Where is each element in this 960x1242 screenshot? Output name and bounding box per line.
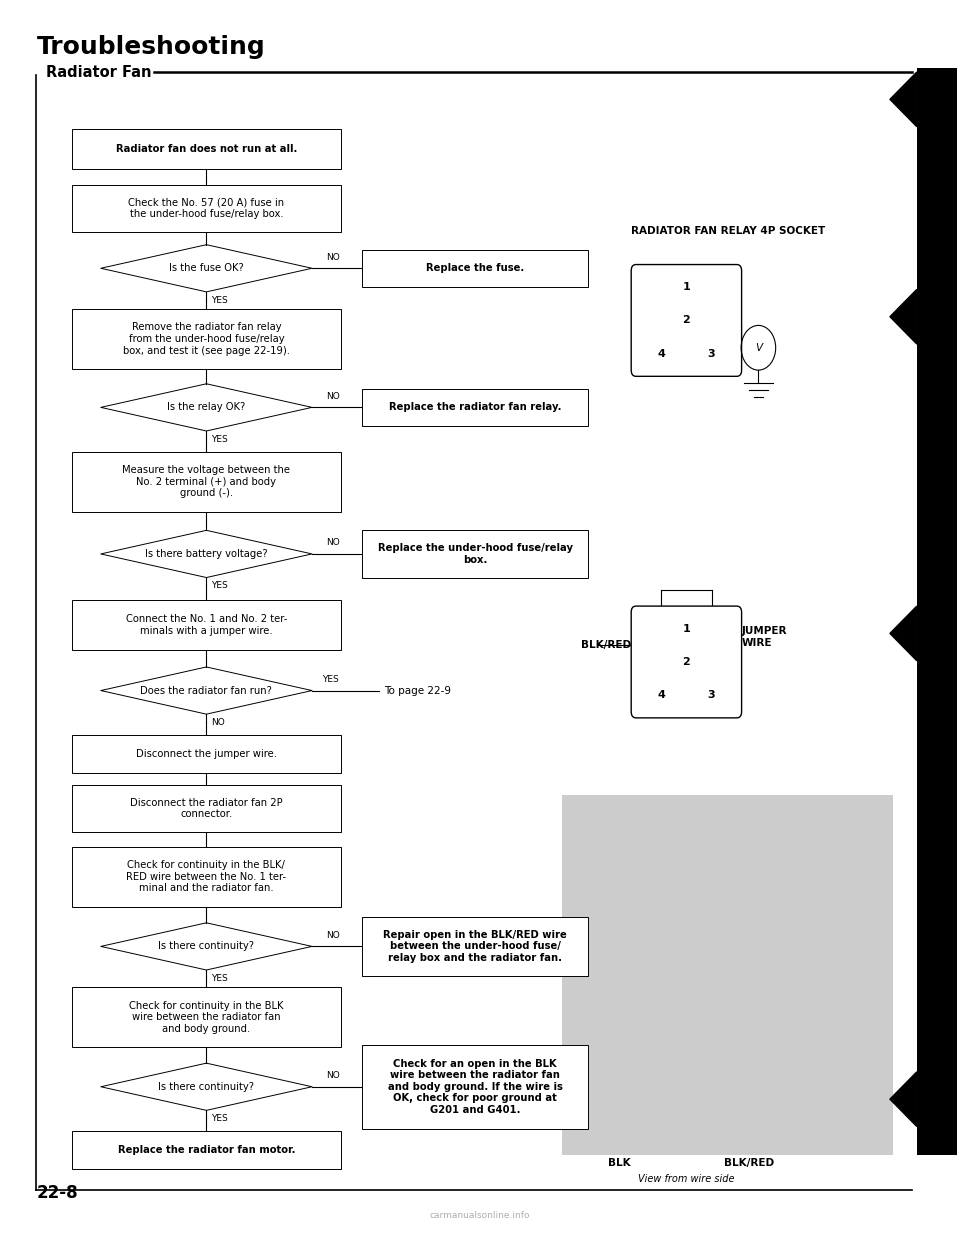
- FancyBboxPatch shape: [72, 129, 341, 169]
- Text: Is there continuity?: Is there continuity?: [158, 1082, 254, 1092]
- Text: To page 22-9: To page 22-9: [384, 686, 451, 696]
- FancyBboxPatch shape: [72, 600, 341, 650]
- Polygon shape: [890, 1072, 917, 1126]
- Text: Does the radiator fan run?: Does the radiator fan run?: [140, 686, 273, 696]
- Text: Is there continuity?: Is there continuity?: [158, 941, 254, 951]
- FancyBboxPatch shape: [72, 185, 341, 232]
- Text: Remove the radiator fan relay
from the under-hood fuse/relay
box, and test it (s: Remove the radiator fan relay from the u…: [123, 323, 290, 355]
- Text: 2: 2: [683, 657, 690, 667]
- FancyBboxPatch shape: [72, 309, 341, 369]
- Text: V: V: [755, 343, 762, 353]
- FancyBboxPatch shape: [632, 265, 741, 376]
- Text: Disconnect the jumper wire.: Disconnect the jumper wire.: [136, 749, 276, 759]
- Text: carmanualsonline.info: carmanualsonline.info: [430, 1211, 530, 1220]
- FancyBboxPatch shape: [362, 917, 588, 976]
- Text: YES: YES: [211, 435, 228, 443]
- Text: Replace the under-hood fuse/relay
box.: Replace the under-hood fuse/relay box.: [377, 543, 573, 565]
- Text: Is there battery voltage?: Is there battery voltage?: [145, 549, 268, 559]
- FancyBboxPatch shape: [917, 68, 957, 1155]
- Text: NO: NO: [211, 718, 225, 727]
- Text: Replace the fuse.: Replace the fuse.: [426, 263, 524, 273]
- FancyBboxPatch shape: [72, 785, 341, 832]
- Polygon shape: [890, 289, 917, 344]
- FancyBboxPatch shape: [72, 847, 341, 907]
- Text: 4: 4: [658, 691, 665, 700]
- Text: Repair open in the BLK/RED wire
between the under-hood fuse/
relay box and the r: Repair open in the BLK/RED wire between …: [383, 930, 567, 963]
- Text: Radiator Fan: Radiator Fan: [46, 65, 152, 79]
- Text: BLK/RED: BLK/RED: [724, 1158, 774, 1167]
- Text: Replace the radiator fan relay.: Replace the radiator fan relay.: [389, 402, 562, 412]
- FancyBboxPatch shape: [562, 795, 893, 1155]
- Polygon shape: [890, 72, 917, 127]
- Text: 3: 3: [708, 691, 715, 700]
- Text: Is the relay OK?: Is the relay OK?: [167, 402, 246, 412]
- Text: 1: 1: [683, 623, 690, 633]
- FancyBboxPatch shape: [72, 735, 341, 773]
- FancyBboxPatch shape: [72, 1131, 341, 1169]
- Text: Check the No. 57 (20 A) fuse in
the under-hood fuse/relay box.: Check the No. 57 (20 A) fuse in the unde…: [129, 197, 284, 220]
- Text: Check for continuity in the BLK
wire between the radiator fan
and body ground.: Check for continuity in the BLK wire bet…: [130, 1001, 283, 1033]
- Text: Troubleshooting: Troubleshooting: [36, 35, 265, 58]
- Text: 22-8: 22-8: [36, 1185, 78, 1202]
- Text: Check for an open in the BLK
wire between the radiator fan
and body ground. If t: Check for an open in the BLK wire betwee…: [388, 1058, 563, 1115]
- Text: YES: YES: [211, 974, 228, 982]
- FancyBboxPatch shape: [72, 452, 341, 512]
- FancyBboxPatch shape: [632, 606, 741, 718]
- Text: Is the fuse OK?: Is the fuse OK?: [169, 263, 244, 273]
- FancyBboxPatch shape: [362, 250, 588, 287]
- Text: 4: 4: [658, 349, 665, 359]
- FancyBboxPatch shape: [362, 530, 588, 578]
- Text: NO: NO: [326, 252, 340, 262]
- Text: Connect the No. 1 and No. 2 ter-
minals with a jumper wire.: Connect the No. 1 and No. 2 ter- minals …: [126, 614, 287, 636]
- Text: NO: NO: [326, 930, 340, 940]
- Text: YES: YES: [322, 674, 338, 684]
- Text: NO: NO: [326, 391, 340, 401]
- Text: NO: NO: [326, 538, 340, 548]
- FancyBboxPatch shape: [362, 1045, 588, 1129]
- Text: Replace the radiator fan motor.: Replace the radiator fan motor.: [118, 1145, 295, 1155]
- Text: Measure the voltage between the
No. 2 terminal (+) and body
ground (-).: Measure the voltage between the No. 2 te…: [123, 466, 290, 498]
- Text: 1: 1: [683, 282, 690, 292]
- FancyBboxPatch shape: [72, 987, 341, 1047]
- Text: BLK/RED: BLK/RED: [581, 641, 632, 651]
- Text: View from wire side: View from wire side: [638, 1174, 734, 1184]
- Text: Check for continuity in the BLK/
RED wire between the No. 1 ter-
minal and the r: Check for continuity in the BLK/ RED wir…: [127, 861, 286, 893]
- FancyBboxPatch shape: [362, 389, 588, 426]
- Text: JUMPER
WIRE: JUMPER WIRE: [741, 626, 787, 648]
- Text: RADIATOR FAN RELAY 4P SOCKET: RADIATOR FAN RELAY 4P SOCKET: [632, 226, 826, 236]
- Text: YES: YES: [211, 296, 228, 304]
- Text: Radiator fan does not run at all.: Radiator fan does not run at all.: [116, 144, 297, 154]
- Text: YES: YES: [211, 581, 228, 590]
- Text: 3: 3: [708, 349, 715, 359]
- Polygon shape: [890, 606, 917, 661]
- Text: NO: NO: [326, 1071, 340, 1081]
- Text: YES: YES: [211, 1114, 228, 1123]
- Text: BLK: BLK: [608, 1158, 631, 1167]
- Text: 2: 2: [683, 315, 690, 325]
- Text: Disconnect the radiator fan 2P
connector.: Disconnect the radiator fan 2P connector…: [131, 797, 282, 820]
